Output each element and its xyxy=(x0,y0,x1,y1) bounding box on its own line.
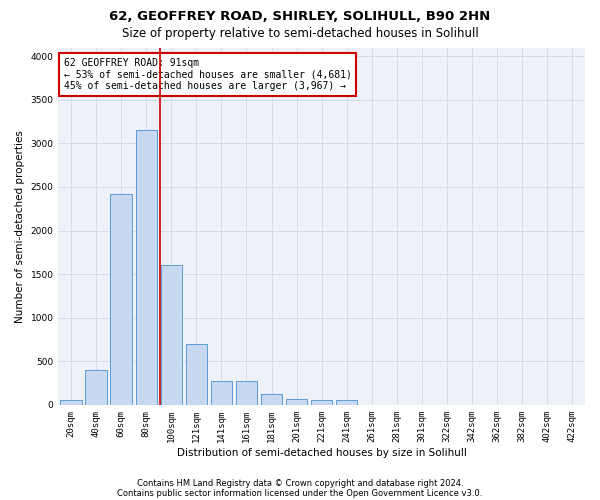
Bar xyxy=(85,370,107,405)
Bar xyxy=(261,394,282,405)
Bar xyxy=(136,130,157,405)
Bar xyxy=(60,400,82,405)
Bar xyxy=(236,382,257,405)
Bar xyxy=(161,266,182,405)
Text: Contains HM Land Registry data © Crown copyright and database right 2024.: Contains HM Land Registry data © Crown c… xyxy=(137,478,463,488)
Y-axis label: Number of semi-detached properties: Number of semi-detached properties xyxy=(15,130,25,322)
Text: Contains public sector information licensed under the Open Government Licence v3: Contains public sector information licen… xyxy=(118,488,482,498)
Bar xyxy=(211,382,232,405)
Text: Size of property relative to semi-detached houses in Solihull: Size of property relative to semi-detach… xyxy=(122,28,478,40)
Text: 62 GEOFFREY ROAD: 91sqm
← 53% of semi-detached houses are smaller (4,681)
45% of: 62 GEOFFREY ROAD: 91sqm ← 53% of semi-de… xyxy=(64,58,352,92)
X-axis label: Distribution of semi-detached houses by size in Solihull: Distribution of semi-detached houses by … xyxy=(177,448,467,458)
Text: 62, GEOFFREY ROAD, SHIRLEY, SOLIHULL, B90 2HN: 62, GEOFFREY ROAD, SHIRLEY, SOLIHULL, B9… xyxy=(109,10,491,23)
Bar xyxy=(311,400,332,405)
Bar xyxy=(185,344,207,405)
Bar xyxy=(286,398,307,405)
Bar xyxy=(336,400,358,405)
Bar xyxy=(110,194,132,405)
